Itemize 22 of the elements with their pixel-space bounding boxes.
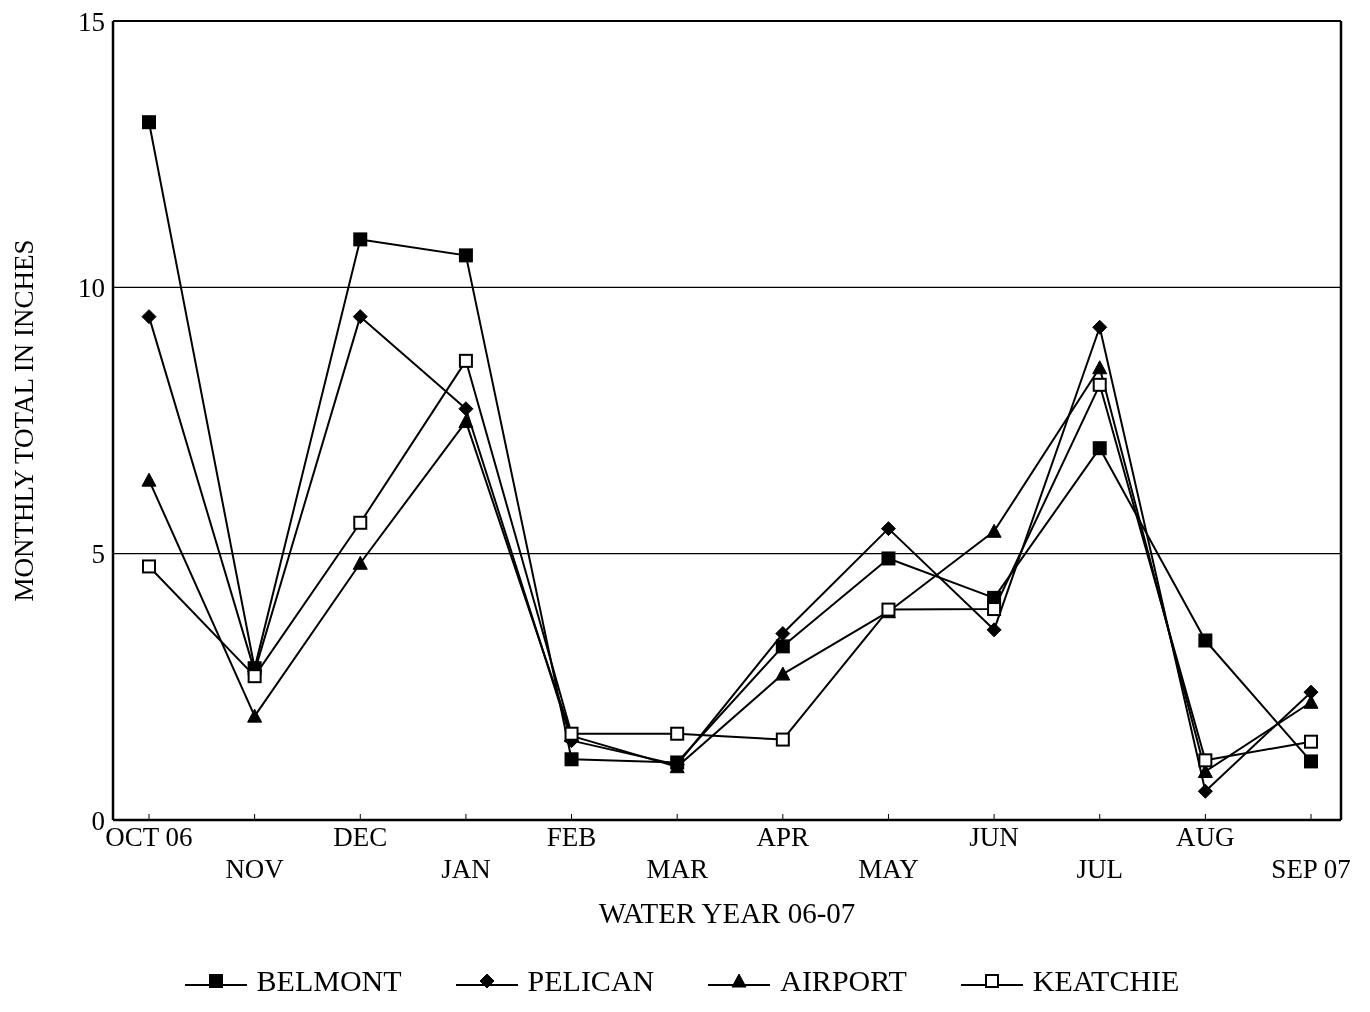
- x-tick-label: DEC: [333, 822, 388, 852]
- x-tick-label: SEP 07: [1271, 854, 1351, 884]
- y-tick-label: 0: [91, 805, 105, 836]
- x-tick-label: JUL: [1076, 854, 1123, 884]
- y-tick-label: 10: [78, 272, 105, 303]
- x-tick-label: FEB: [546, 822, 597, 852]
- x-tick-label: JUN: [969, 822, 1019, 852]
- x-tick-label: OCT 06: [105, 822, 193, 852]
- y-axis-title: MONTHLY TOTAL IN INCHES: [8, 239, 39, 602]
- x-tick-label: JAN: [441, 854, 491, 884]
- legend-label: BELMONT: [256, 964, 402, 998]
- y-tick-label: 5: [91, 539, 105, 570]
- legend-label: PELICAN: [527, 964, 655, 998]
- x-tick-label: MAY: [858, 854, 919, 884]
- legend-label: KEATCHIE: [1032, 964, 1180, 998]
- x-tick-label: NOV: [225, 854, 285, 884]
- x-tick-label: APR: [756, 822, 810, 852]
- legend-label: AIRPORT: [780, 964, 907, 998]
- y-tick-label: 15: [78, 6, 105, 37]
- x-axis-title: WATER YEAR 06-07: [598, 896, 856, 929]
- x-tick-label: MAR: [646, 854, 708, 884]
- x-tick-label: AUG: [1176, 822, 1235, 852]
